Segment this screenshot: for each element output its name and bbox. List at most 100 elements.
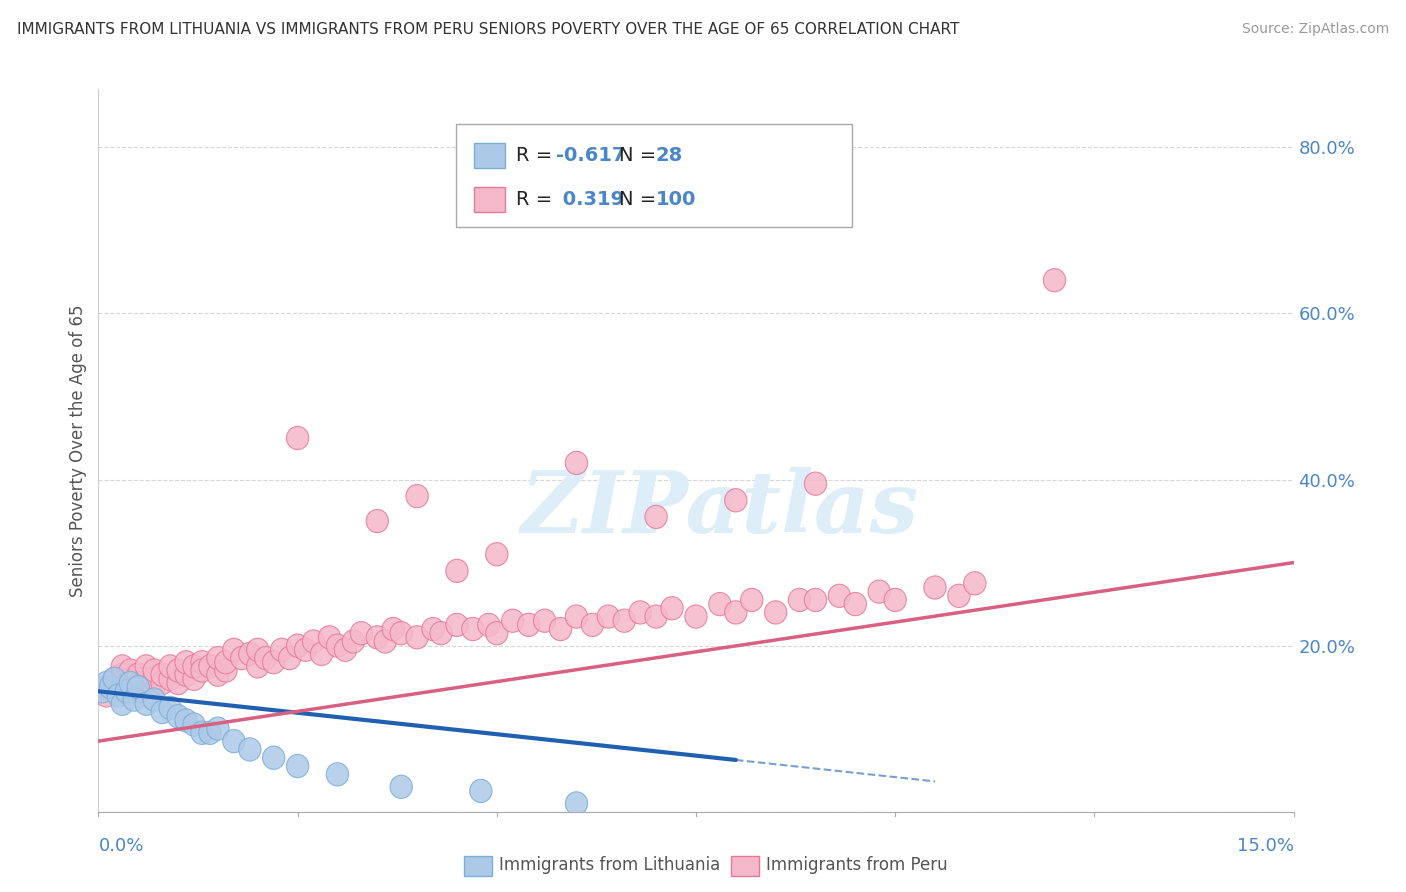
Ellipse shape: [103, 672, 125, 695]
Ellipse shape: [287, 634, 309, 657]
Ellipse shape: [183, 655, 205, 678]
Ellipse shape: [159, 655, 181, 678]
Ellipse shape: [174, 650, 197, 673]
Ellipse shape: [96, 684, 118, 707]
Text: 0.0%: 0.0%: [98, 837, 143, 855]
Ellipse shape: [167, 659, 190, 682]
Ellipse shape: [207, 717, 229, 740]
Ellipse shape: [120, 672, 142, 695]
Ellipse shape: [215, 650, 238, 673]
Ellipse shape: [135, 672, 157, 695]
Ellipse shape: [804, 472, 827, 495]
Ellipse shape: [191, 659, 214, 682]
Ellipse shape: [239, 738, 262, 761]
Ellipse shape: [804, 589, 827, 612]
Ellipse shape: [174, 663, 197, 686]
Ellipse shape: [115, 680, 138, 703]
Ellipse shape: [91, 680, 114, 703]
Ellipse shape: [724, 489, 747, 512]
Text: N =: N =: [619, 145, 662, 165]
Ellipse shape: [127, 680, 149, 703]
Ellipse shape: [183, 713, 205, 736]
Ellipse shape: [263, 746, 285, 770]
Ellipse shape: [207, 647, 229, 670]
Ellipse shape: [143, 667, 166, 690]
Ellipse shape: [485, 622, 508, 645]
Ellipse shape: [127, 663, 149, 686]
Ellipse shape: [96, 675, 118, 698]
Ellipse shape: [565, 451, 588, 475]
Ellipse shape: [270, 638, 292, 661]
Ellipse shape: [533, 609, 555, 632]
Ellipse shape: [120, 672, 142, 695]
Ellipse shape: [366, 625, 388, 649]
Ellipse shape: [167, 705, 190, 728]
Ellipse shape: [150, 663, 173, 686]
Text: R =: R =: [516, 190, 558, 209]
Ellipse shape: [461, 617, 484, 640]
Ellipse shape: [724, 601, 747, 624]
Ellipse shape: [103, 667, 125, 690]
Ellipse shape: [661, 597, 683, 620]
Ellipse shape: [366, 509, 388, 533]
Ellipse shape: [502, 609, 524, 632]
Text: ZIPatlas: ZIPatlas: [520, 467, 920, 550]
Ellipse shape: [222, 730, 245, 753]
Ellipse shape: [430, 622, 453, 645]
Ellipse shape: [183, 667, 205, 690]
Ellipse shape: [765, 601, 787, 624]
Ellipse shape: [150, 672, 173, 695]
Text: 28: 28: [655, 145, 683, 165]
Ellipse shape: [581, 613, 603, 637]
Ellipse shape: [287, 755, 309, 778]
Ellipse shape: [517, 613, 540, 637]
Ellipse shape: [302, 630, 325, 653]
Ellipse shape: [159, 697, 181, 720]
Ellipse shape: [278, 647, 301, 670]
Ellipse shape: [294, 638, 316, 661]
Ellipse shape: [422, 617, 444, 640]
Ellipse shape: [446, 559, 468, 582]
Ellipse shape: [207, 663, 229, 686]
Ellipse shape: [159, 667, 181, 690]
Ellipse shape: [287, 426, 309, 450]
Ellipse shape: [406, 625, 429, 649]
Y-axis label: Seniors Poverty Over the Age of 65: Seniors Poverty Over the Age of 65: [69, 304, 87, 597]
Ellipse shape: [318, 625, 340, 649]
Ellipse shape: [844, 592, 866, 615]
Ellipse shape: [198, 722, 221, 745]
Ellipse shape: [222, 638, 245, 661]
Ellipse shape: [135, 692, 157, 715]
Ellipse shape: [374, 630, 396, 653]
Ellipse shape: [263, 650, 285, 673]
Ellipse shape: [191, 722, 214, 745]
Ellipse shape: [948, 584, 970, 607]
Ellipse shape: [565, 792, 588, 815]
Ellipse shape: [127, 675, 149, 698]
Ellipse shape: [550, 617, 572, 640]
Ellipse shape: [311, 642, 333, 665]
Ellipse shape: [406, 484, 429, 508]
Ellipse shape: [215, 659, 238, 682]
Ellipse shape: [868, 580, 890, 603]
Ellipse shape: [143, 659, 166, 682]
Ellipse shape: [709, 592, 731, 615]
Ellipse shape: [135, 667, 157, 690]
Ellipse shape: [111, 680, 134, 703]
Ellipse shape: [254, 647, 277, 670]
Ellipse shape: [231, 647, 253, 670]
Text: N =: N =: [619, 190, 662, 209]
Ellipse shape: [143, 688, 166, 711]
Ellipse shape: [246, 638, 269, 661]
Ellipse shape: [120, 667, 142, 690]
Ellipse shape: [470, 780, 492, 803]
Ellipse shape: [150, 700, 173, 723]
Text: IMMIGRANTS FROM LITHUANIA VS IMMIGRANTS FROM PERU SENIORS POVERTY OVER THE AGE O: IMMIGRANTS FROM LITHUANIA VS IMMIGRANTS …: [17, 22, 959, 37]
Ellipse shape: [828, 584, 851, 607]
Ellipse shape: [120, 659, 142, 682]
Ellipse shape: [565, 605, 588, 628]
Ellipse shape: [326, 763, 349, 786]
Ellipse shape: [389, 622, 412, 645]
Ellipse shape: [350, 622, 373, 645]
Ellipse shape: [342, 630, 364, 653]
